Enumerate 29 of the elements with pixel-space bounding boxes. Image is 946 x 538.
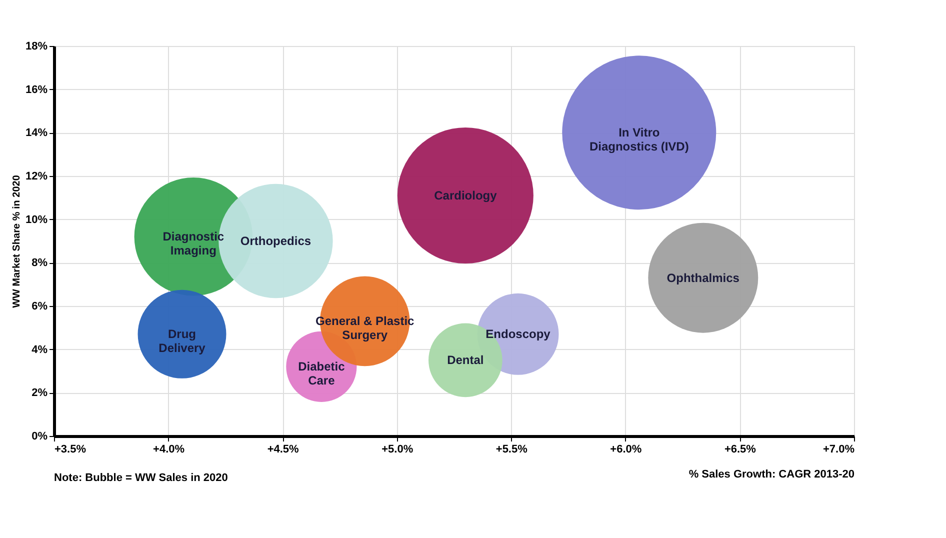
y-tick-label: 12% xyxy=(25,170,48,182)
y-tick-label: 18% xyxy=(25,40,48,52)
y-tick-label: 4% xyxy=(32,344,48,356)
x-tick-label: +4.5% xyxy=(267,444,300,456)
series-label: In Vitro Diagnostics (IVD) xyxy=(589,126,689,154)
x-tick-label: +7.0% xyxy=(823,444,855,456)
y-axis-title: WW Market Share % in 2020 xyxy=(11,174,22,308)
y-tick-label: 8% xyxy=(32,257,48,270)
text: Note: Bubble = WW Sales in 2020 xyxy=(54,472,228,484)
series-label: Endoscopy xyxy=(486,327,551,342)
series-label: Orthopedics xyxy=(240,234,312,248)
x-tick-label: +5.0% xyxy=(382,444,414,456)
series-label: Cardiology xyxy=(434,188,498,202)
y-tick-label: 6% xyxy=(32,300,48,312)
series-label: Ophthalmics xyxy=(666,270,740,285)
x-tick-label: +5.5% xyxy=(496,444,528,456)
x-tick-label: +6.0% xyxy=(610,444,642,456)
x-tick-label: +3.5% xyxy=(54,444,86,456)
x-tick-label: +4.0% xyxy=(153,444,185,456)
y-tick-label: 2% xyxy=(32,387,48,400)
x-tick-label: +6.5% xyxy=(724,444,756,456)
y-tick-label: 16% xyxy=(25,84,48,96)
x-axis-title: % Sales Growth: CAGR 2013-20 xyxy=(688,468,854,480)
y-tick-label: 14% xyxy=(25,127,48,140)
series-label: Drug Delivery xyxy=(158,327,206,356)
y-tick-label: 10% xyxy=(25,214,48,226)
series-label: Diabetic Care xyxy=(298,360,346,388)
y-tick-label: 0% xyxy=(32,430,48,442)
series-label: Dental xyxy=(447,353,484,368)
